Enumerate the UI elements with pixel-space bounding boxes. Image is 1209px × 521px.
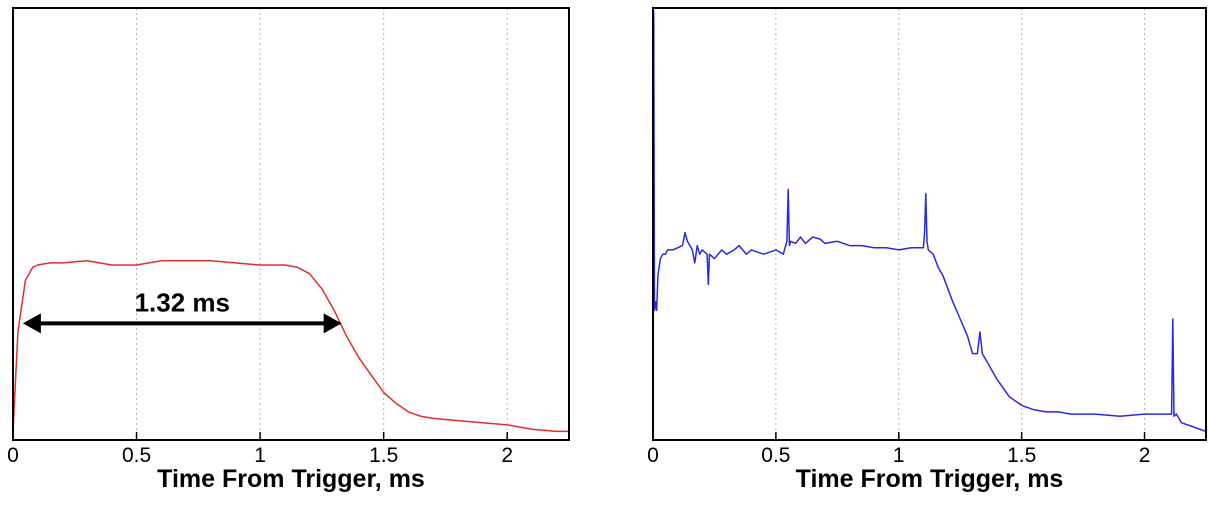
right-chart-series-line-0 [652, 11, 1207, 433]
left-chart-tick-label-1: 0.5 [122, 444, 151, 467]
left-chart-series-line-0 [12, 259, 569, 433]
right-chart-tick-label-0: 0 [647, 444, 659, 467]
right-chart-plot-frame [652, 7, 1207, 441]
left-chart-tick-label-3: 1.5 [369, 444, 398, 467]
left-chart-tick-label-4: 2 [501, 444, 513, 467]
right-chart-tick-label-4: 2 [1139, 444, 1151, 467]
chart-left: 0 0.5 1 1.5 2 Time From Trigger, ms 1.32 ms [0, 0, 600, 521]
chart-left-svg: 0 0.5 1 1.5 2 Time From Trigger, ms 1.32 ms [7, 7, 570, 493]
left-chart-annotation-label-0: 1.32 ms [135, 287, 230, 317]
chart-right-svg: 0 0.5 1 1.5 2 Time From Trigger, ms [647, 7, 1207, 493]
right-chart-tick-label-1: 0.5 [761, 444, 790, 467]
left-chart-plot-frame [12, 7, 570, 441]
right-chart-tick-label-2: 1 [893, 444, 905, 467]
left-chart-tick-label-2: 1 [254, 444, 266, 467]
right-chart-tick-label-3: 1.5 [1007, 444, 1036, 467]
right-chart-x-axis-title: Time From Trigger, ms [796, 465, 1064, 493]
chart-right: 0 0.5 1 1.5 2 Time From Trigger, ms [640, 0, 1209, 521]
left-chart-x-axis-title: Time From Trigger, ms [157, 465, 425, 493]
left-chart-annotation-arrow-0 [22, 313, 342, 334]
left-chart-tick-label-0: 0 [7, 444, 19, 467]
